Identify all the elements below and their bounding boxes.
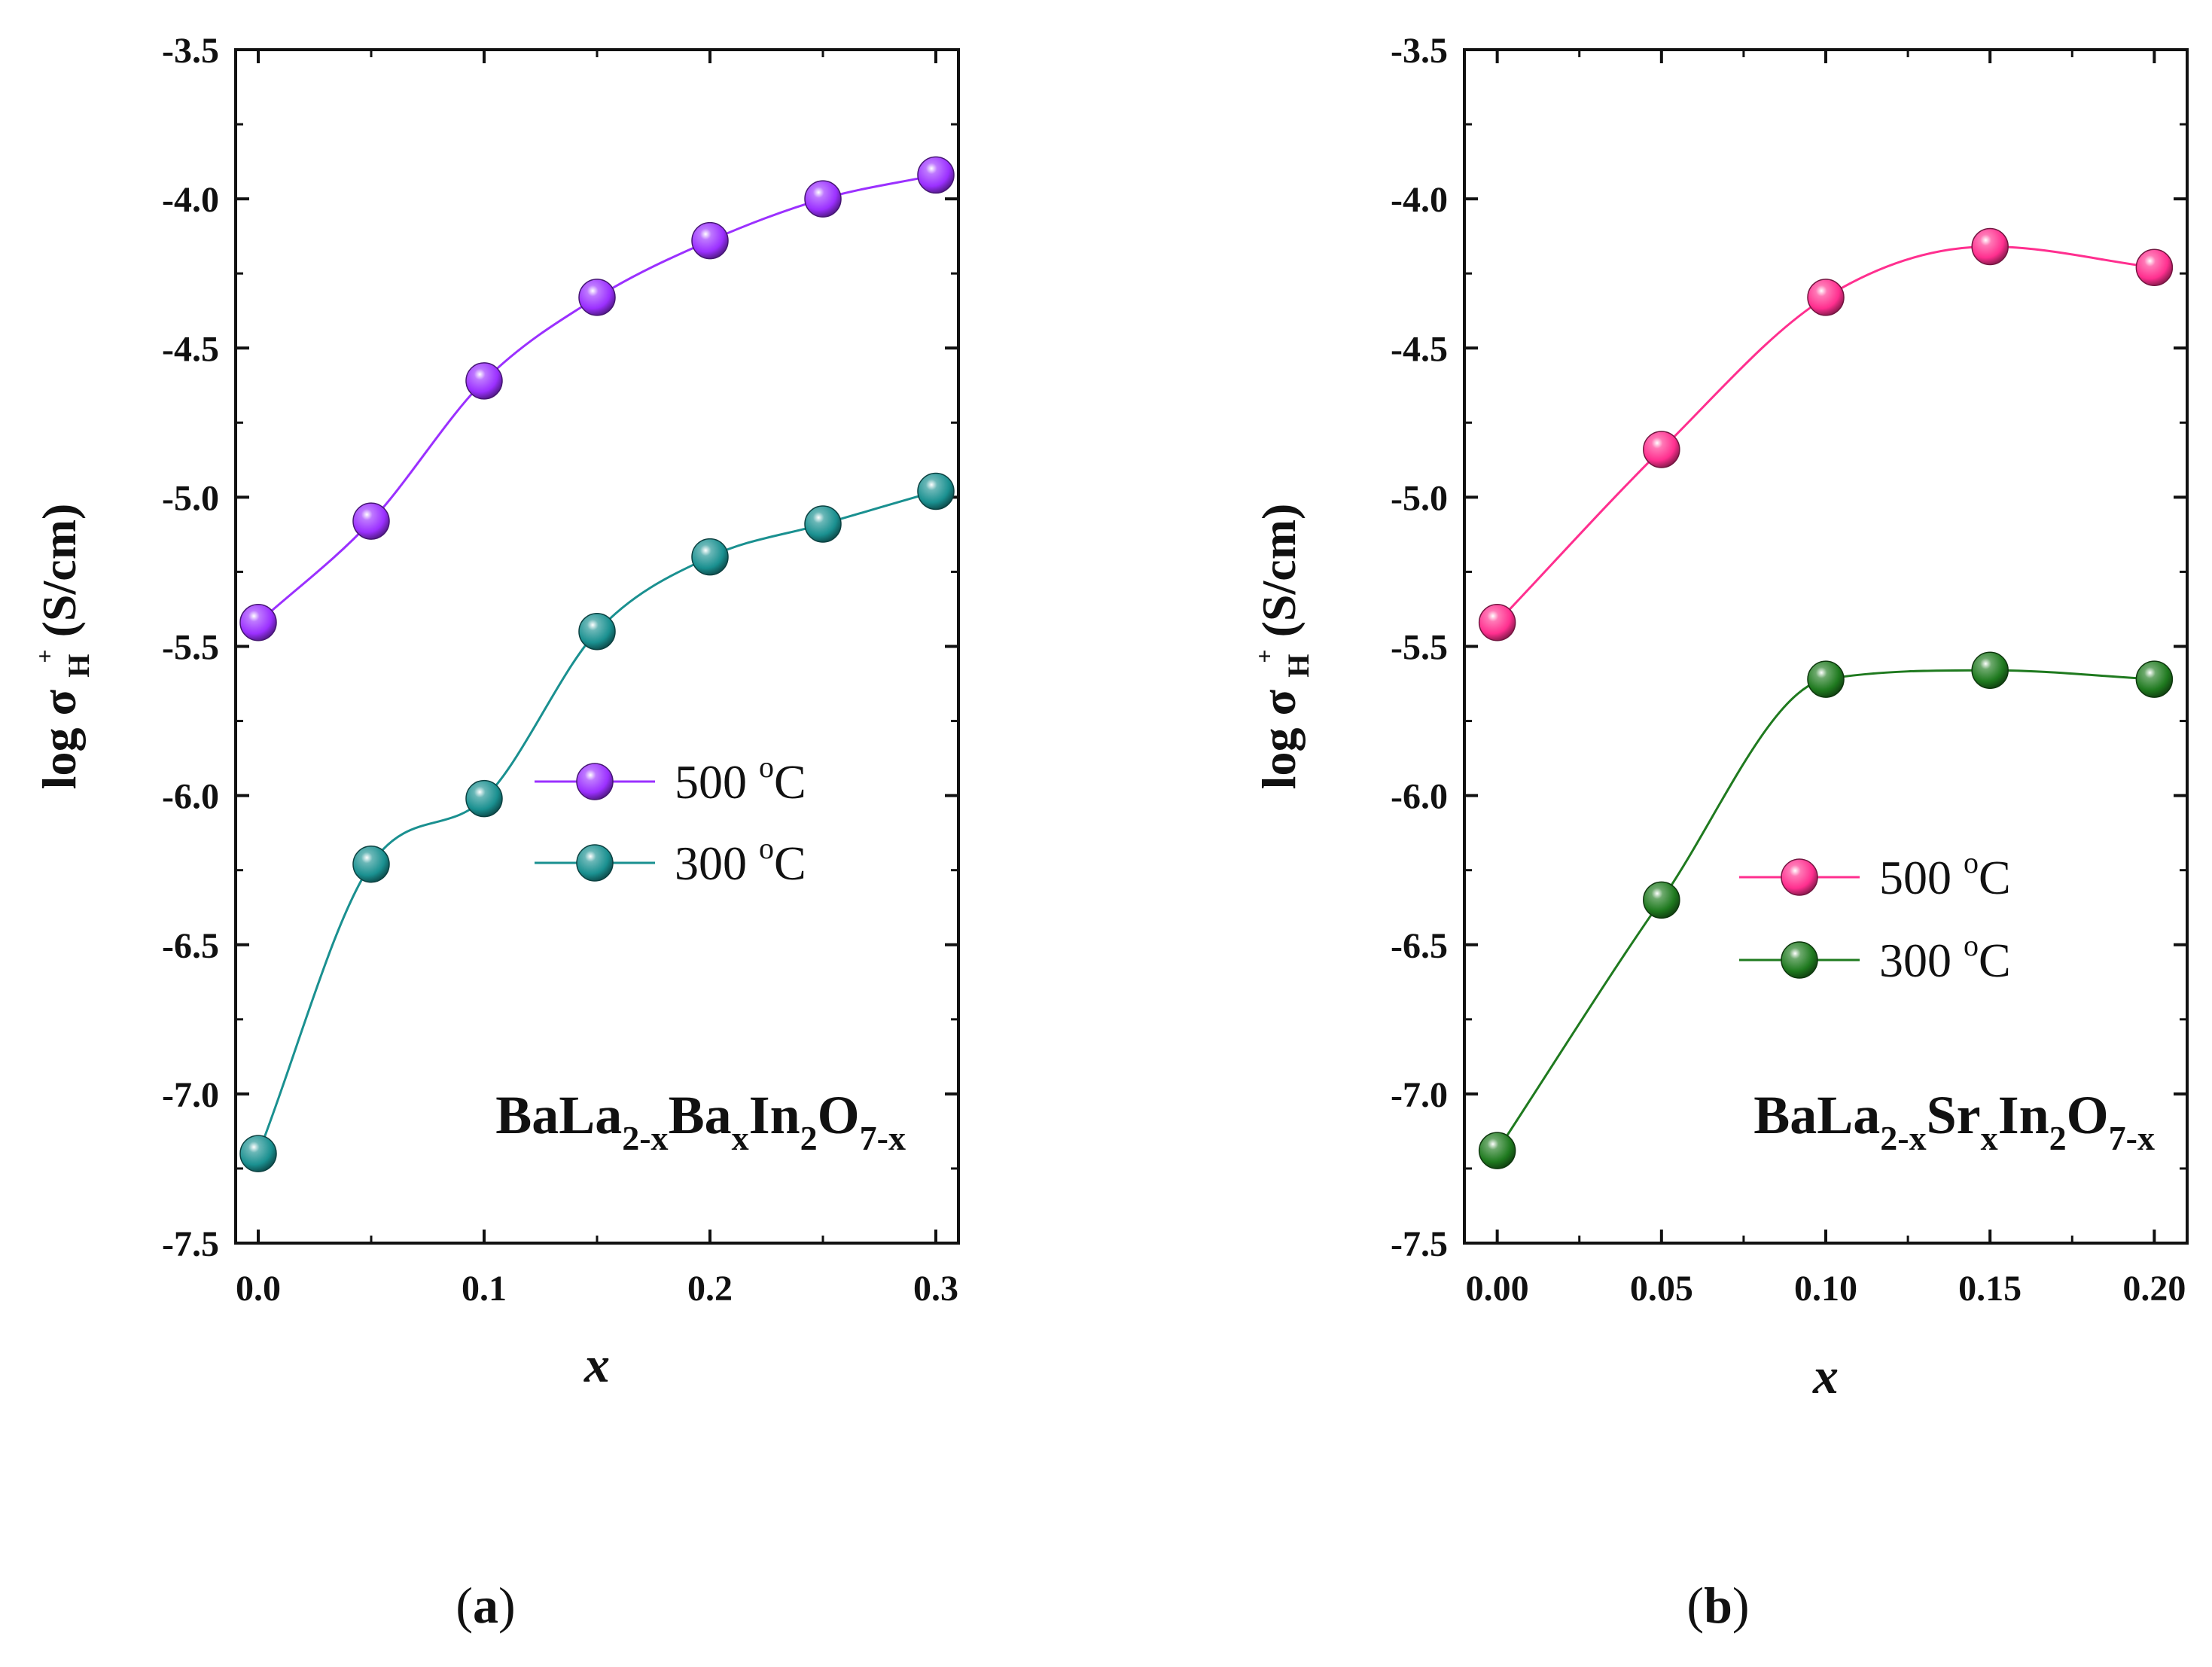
- y-tick-label: -7.0: [162, 1075, 219, 1115]
- data-point: [691, 538, 729, 576]
- data-point: [352, 846, 390, 883]
- data-point: [804, 180, 842, 218]
- y-tick-label: -5.0: [162, 478, 219, 518]
- y-tick-label: -3.5: [1391, 31, 1448, 71]
- y-tick-label: -7.5: [1391, 1224, 1448, 1264]
- legend-label: 300 oC: [1879, 928, 2011, 987]
- legend-marker: [576, 844, 614, 882]
- legend-marker: [1781, 941, 1818, 979]
- legend-marker: [1781, 858, 1818, 896]
- data-point: [2135, 248, 2174, 287]
- legend-label: 500 oC: [675, 750, 806, 809]
- y-axis-title: log σ H+ (S/cm): [31, 504, 96, 790]
- x-tick-label: 0.2: [687, 1269, 733, 1309]
- data-point: [578, 612, 616, 651]
- data-point: [1643, 431, 1680, 468]
- x-tick-label: 0.10: [1794, 1269, 1857, 1309]
- legend-label: 300 oC: [675, 831, 806, 890]
- data-point: [239, 604, 277, 642]
- data-point: [1478, 1132, 1516, 1169]
- y-tick-label: -6.0: [1391, 777, 1448, 817]
- panel-a: -3.5 -4.0 -4.5 -5.0 -5.5 -6.0 -6.5 -7.0 -7.5 0.0 0…: [31, 31, 960, 1634]
- data-point: [239, 1135, 277, 1172]
- data-point: [1807, 279, 1845, 316]
- compound-formula: BaLa2-xSrxIn2O7-x: [1753, 1085, 2155, 1157]
- series-line: [257, 173, 937, 623]
- x-tick-label: 0.05: [1630, 1269, 1693, 1309]
- data-point: [1971, 651, 2009, 689]
- y-tick-label: -6.5: [1391, 926, 1448, 966]
- panel-caption: (b): [1686, 1577, 1749, 1634]
- y-tick-label: -7.5: [162, 1224, 219, 1264]
- panel-caption: (a): [456, 1577, 515, 1634]
- y-tick-label: -7.0: [1391, 1075, 1448, 1115]
- x-tick-label: 0.3: [913, 1269, 958, 1309]
- data-point: [1807, 660, 1845, 698]
- data-point: [352, 502, 390, 540]
- legend-marker: [576, 763, 614, 800]
- x-tick-label: 0.15: [1958, 1269, 2022, 1309]
- y-tick-label: -4.5: [162, 329, 219, 369]
- y-tick-label: -6.0: [162, 777, 219, 817]
- y-tick-label: -4.0: [162, 180, 219, 220]
- y-tick-label: -6.5: [162, 926, 219, 966]
- x-tick-label: 0.20: [2122, 1269, 2186, 1309]
- y-tick-label: -5.5: [1391, 628, 1448, 668]
- data-point: [578, 279, 616, 316]
- compound-formula: BaLa2-xBaxIn2O7-x: [495, 1085, 906, 1157]
- data-point: [917, 156, 955, 194]
- series-line: [257, 490, 937, 1154]
- data-point: [1643, 881, 1680, 919]
- y-tick-label: -5.0: [1391, 478, 1448, 518]
- data-point: [1478, 604, 1516, 642]
- legend-label: 500 oC: [1879, 846, 2011, 904]
- data-point: [1971, 227, 2009, 266]
- series-line: [1496, 669, 2155, 1151]
- x-tick-label: 0.00: [1466, 1269, 1529, 1309]
- data-point: [465, 779, 503, 818]
- data-point: [917, 472, 955, 510]
- panel-b: -3.5 -4.0 -4.5 -5.0 -5.5 -6.0 -6.5 -7.0 -7.5 0.00…: [1251, 31, 2189, 1634]
- y-tick-label: -3.5: [162, 31, 219, 71]
- y-axis-title: log σ H+ (S/cm): [1251, 504, 1315, 790]
- y-tick-label: -4.0: [1391, 180, 1448, 220]
- x-axis-title: x: [583, 1336, 610, 1393]
- y-tick-label: -5.5: [162, 628, 219, 668]
- x-axis-title: x: [1812, 1347, 1839, 1404]
- y-tick-label: -4.5: [1391, 329, 1448, 369]
- x-tick-label: 0.0: [236, 1269, 281, 1309]
- data-point: [2135, 660, 2174, 698]
- data-point: [465, 362, 503, 400]
- data-point: [691, 221, 729, 260]
- x-tick-label: 0.1: [462, 1269, 507, 1309]
- data-point: [804, 505, 842, 543]
- plot-frame: [1463, 48, 2189, 1245]
